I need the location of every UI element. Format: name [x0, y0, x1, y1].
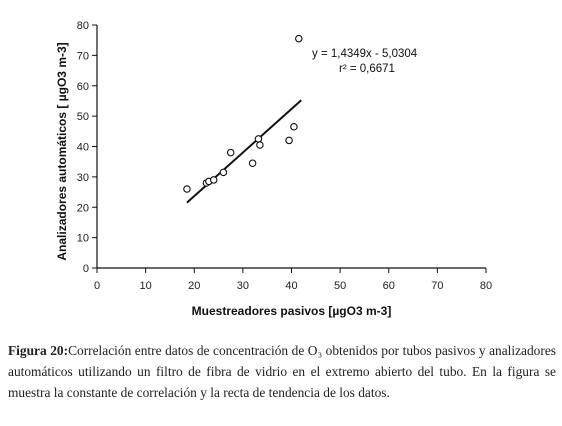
data-point: [226, 148, 235, 157]
x-tick-label: 80: [480, 280, 492, 292]
y-axis-title: Analizadores automáticos [ µgO3 m-3]: [55, 42, 69, 260]
data-point: [219, 168, 228, 177]
data-points: [183, 34, 303, 193]
x-tick-label: 60: [383, 280, 395, 292]
data-point: [285, 136, 293, 145]
data-point: [256, 141, 264, 149]
scatter-chart: 0 10 20 30 40 50 60 70 80 0 10 20 30 40 50 60 70 80 y = …: [55, 20, 492, 318]
x-tick-label: 30: [237, 280, 249, 292]
y-tick-label: 60: [77, 81, 89, 93]
y-tick-label: 30: [77, 172, 89, 184]
y-tick-label: 70: [77, 50, 89, 62]
x-tick-label: 0: [94, 280, 100, 292]
y-tick-label: 10: [77, 233, 89, 245]
data-point: [183, 185, 191, 193]
y-axis-ticks: 0 10 20 30 40 50 60 70 80: [77, 20, 97, 275]
data-point: [254, 135, 263, 143]
x-tick-label: 70: [431, 280, 443, 292]
x-axis-title: Muestreadores pasivos [µgO3 m-3]: [192, 304, 392, 318]
data-point: [248, 159, 257, 167]
equation-annotation: y = 1,4349x - 5,0304: [312, 48, 418, 60]
x-tick-label: 20: [188, 280, 200, 292]
data-point: [290, 123, 298, 131]
y-tick-label: 40: [77, 142, 89, 154]
y-tick-label: 50: [77, 111, 89, 123]
x-tick-label: 50: [334, 280, 346, 292]
data-point: [295, 34, 303, 43]
x-tick-label: 40: [285, 280, 297, 292]
x-axis-ticks: 0 10 20 30 40 50 60 70 80: [94, 268, 492, 292]
r2-annotation: r² = 0,6671: [339, 63, 395, 75]
y-tick-label: 0: [83, 263, 89, 275]
y-tick-label: 20: [77, 202, 89, 214]
caption-lead: Figura 20:: [8, 343, 69, 358]
caption-text: Correlación entre datos de concentración…: [8, 343, 556, 400]
figure-caption: Figura 20:Correlación entre datos de con…: [8, 340, 556, 403]
y-tick-label: 80: [77, 20, 89, 32]
x-tick-label: 10: [140, 280, 152, 292]
trendline: [186, 99, 302, 204]
data-point: [209, 176, 218, 184]
